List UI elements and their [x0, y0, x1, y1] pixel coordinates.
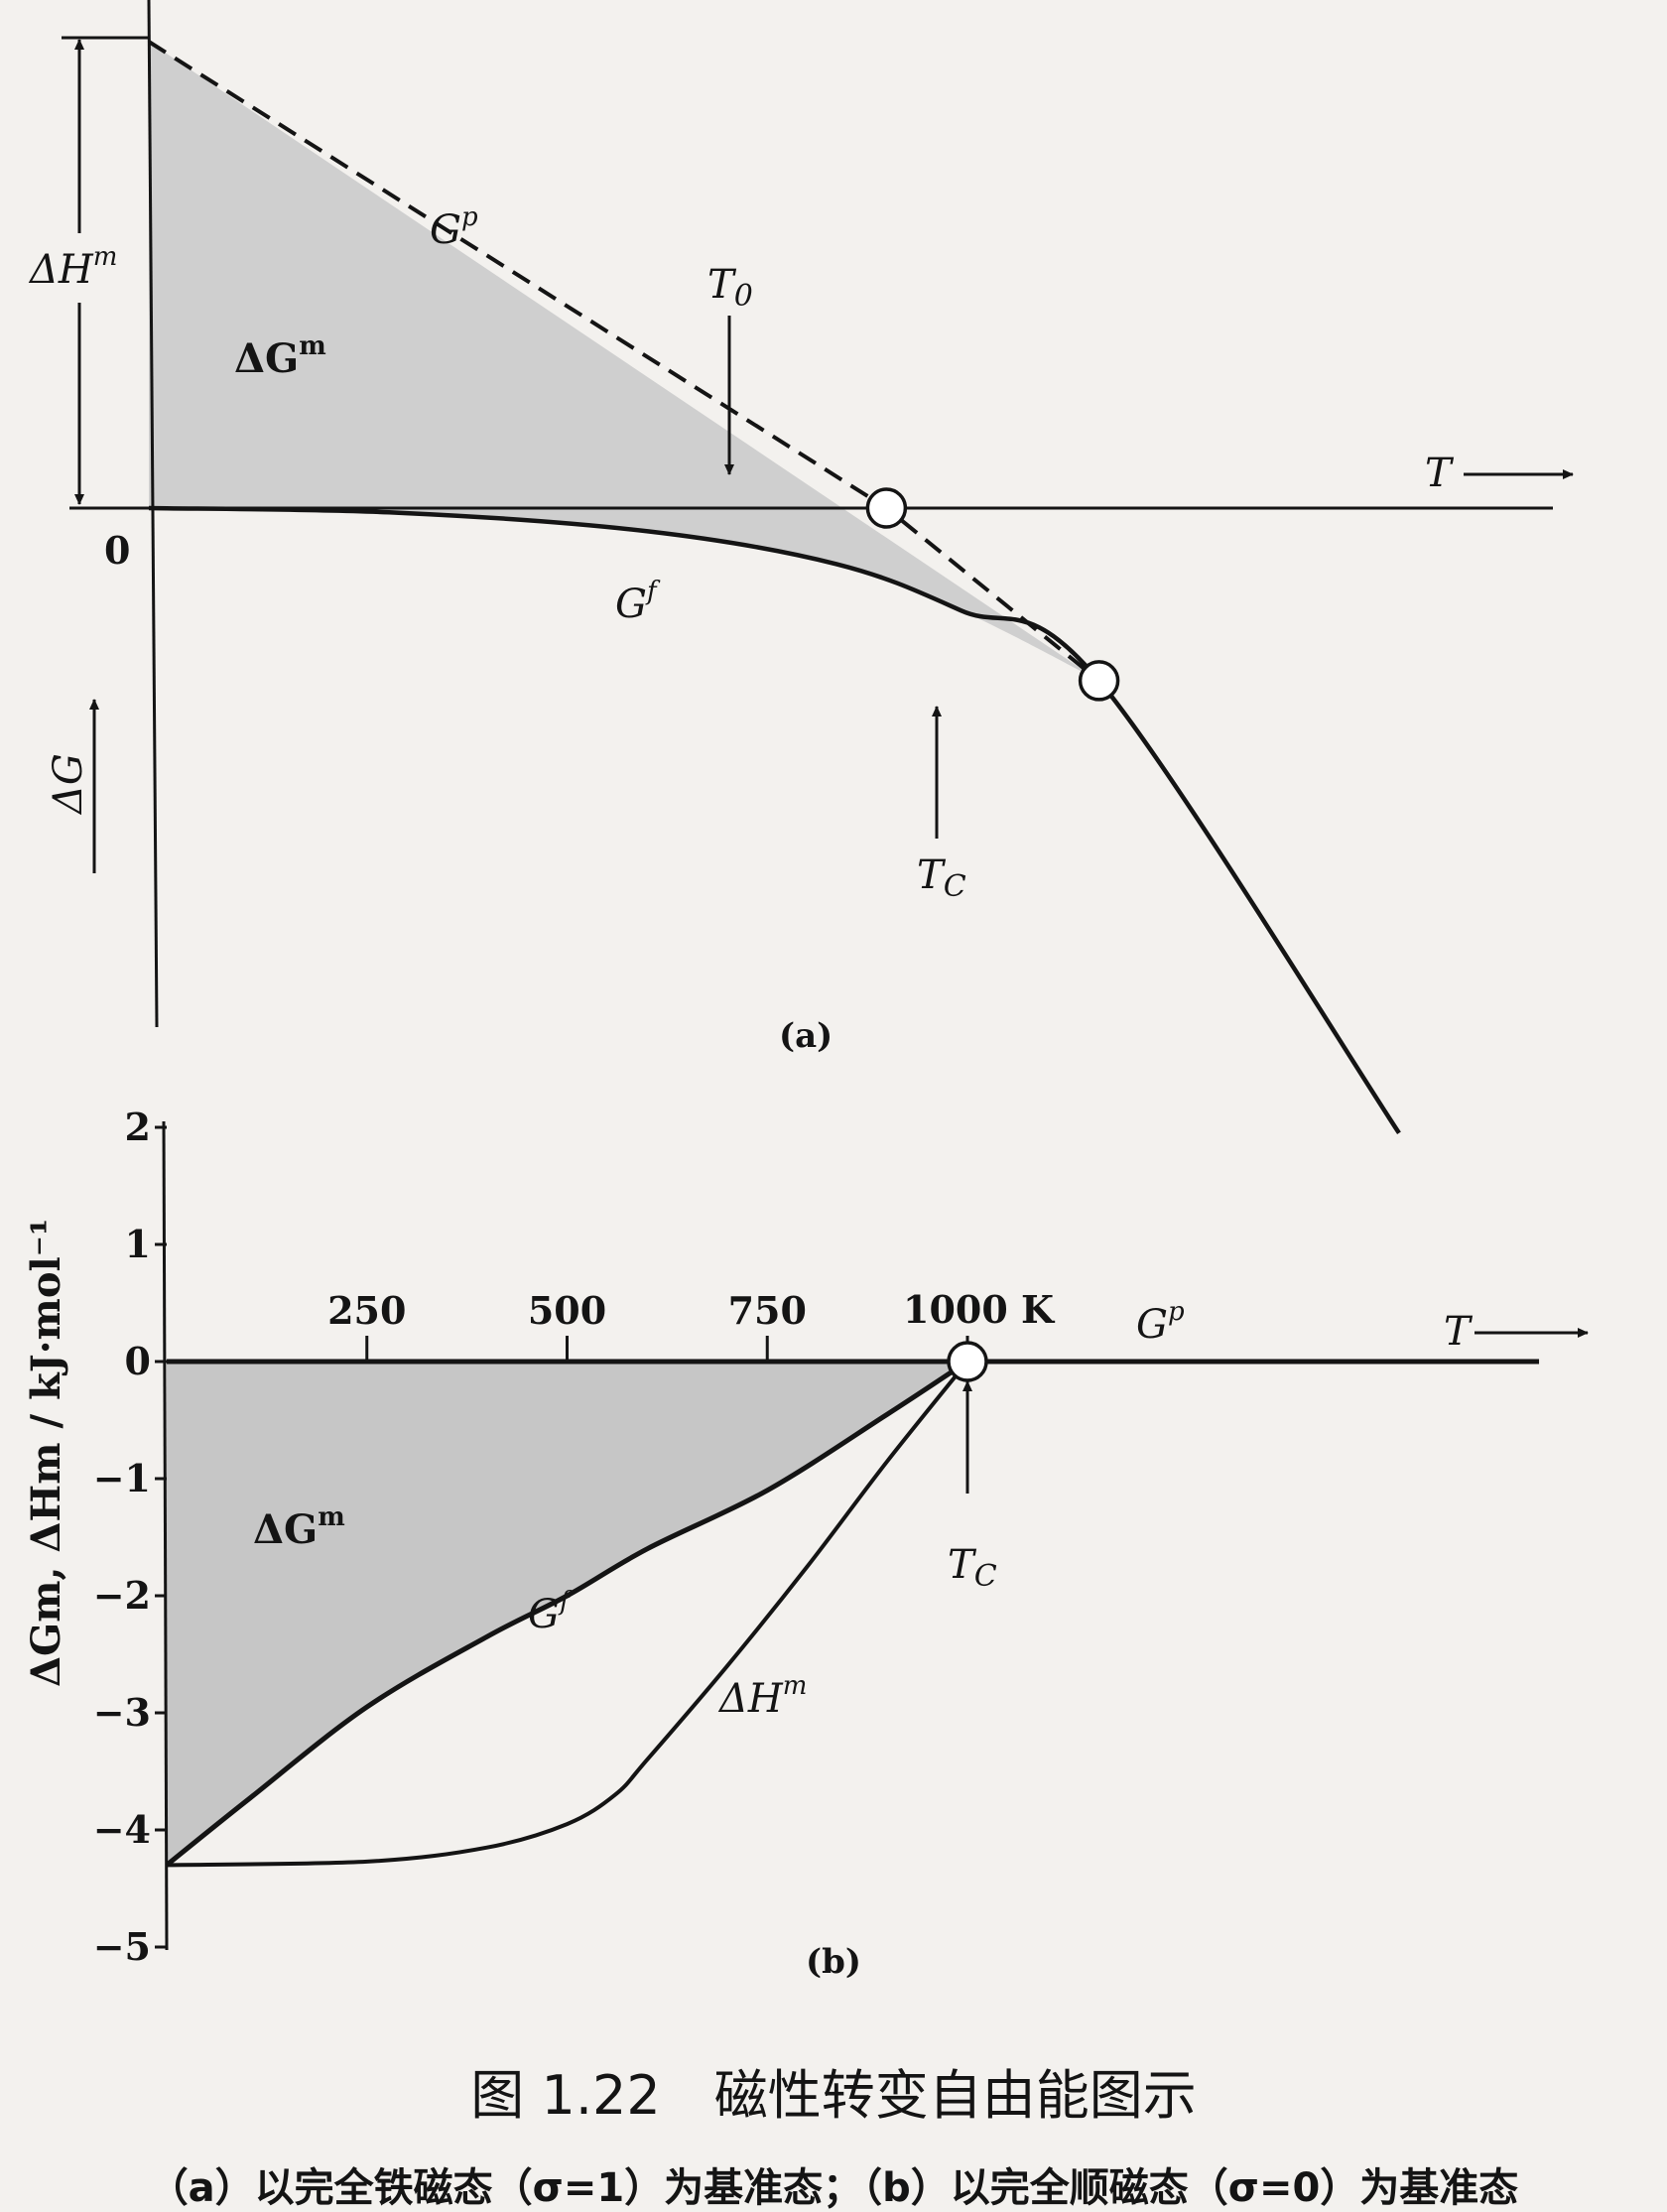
b-panel-label: (b) [806, 1942, 861, 1982]
b-x-ticks: 250 500 750 [327, 1288, 969, 1362]
b-tc-marker [947, 1341, 988, 1382]
b-y-ticks: 2 1 0 −1 −2 −3 −4 −5 [93, 1105, 167, 1969]
a-gp-label: Gp [430, 202, 478, 253]
chart-a: Gp ΔHm ΔGm T0 T 0 Gf TC ΔG (a) [28, 0, 1574, 1135]
chart-b: 210−1−2−3−4−5 250 500 750 1000 K Gp T ΔGm … [23, 1105, 1589, 1982]
b-dhm-label: ΔHm [717, 1671, 807, 1722]
figure-caption-title: 图 1.22 磁性转变自由能图示 [470, 2064, 1196, 2127]
b-x-tick-label: 250 [327, 1288, 406, 1333]
b-y-tick-label: −5 [93, 1924, 151, 1969]
a-gf-curve [148, 505, 1401, 1135]
figure-caption-subtitle: （a）以完全铁磁态（σ=1）为基准态；（b）以完全顺磁态（σ=0）为基准态 [149, 2165, 1519, 2211]
b-dgm-label: ΔGm [253, 1502, 345, 1553]
a-dgm-label: ΔGm [234, 331, 326, 382]
a-panel-label: (a) [779, 1016, 833, 1056]
b-x-tick-label: 500 [528, 1288, 606, 1333]
b-y-tick-label: −1 [93, 1456, 151, 1500]
b-y-tick-label: 1 [125, 1222, 151, 1266]
b-x1000-label: 1000 K [903, 1287, 1056, 1332]
b-y-tick-label: 2 [125, 1105, 151, 1149]
b-taxis-label: T [1444, 1309, 1474, 1355]
b-gf-curve [165, 1359, 969, 1868]
a-taxis-label: T [1425, 451, 1455, 496]
b-y-axis [162, 1120, 169, 1951]
b-y-axis-label: ΔGm, ΔHm / kJ·mol⁻¹ [23, 1219, 69, 1687]
a-t0-label: T0 [707, 262, 753, 314]
b-y-tick-label: 0 [125, 1339, 151, 1383]
a-tc-marker [1078, 660, 1120, 702]
b-tc-label: TC [948, 1542, 997, 1594]
a-dhm-label: ΔHm [28, 242, 117, 293]
b-y-tick-label: −4 [93, 1807, 151, 1852]
b-x-tick-label: 750 [728, 1288, 807, 1333]
a-dg-label: ΔG [46, 753, 91, 816]
a-tc-label: TC [917, 852, 966, 904]
b-y-tick-label: −3 [93, 1690, 151, 1735]
a-origin-label: 0 [104, 528, 130, 573]
b-gf-label: Gf [528, 1587, 574, 1637]
b-gp-label: Gp [1136, 1297, 1185, 1348]
b-y-tick-label: −2 [93, 1573, 151, 1618]
a-shaded-dgm-region [149, 42, 1099, 681]
a-t0-marker [865, 487, 908, 529]
b-dhm-curve [166, 1360, 969, 1868]
b-shaded-dgm-region [167, 1362, 967, 1866]
a-gf-label: Gf [615, 577, 661, 627]
a-y-axis [147, 0, 159, 1028]
